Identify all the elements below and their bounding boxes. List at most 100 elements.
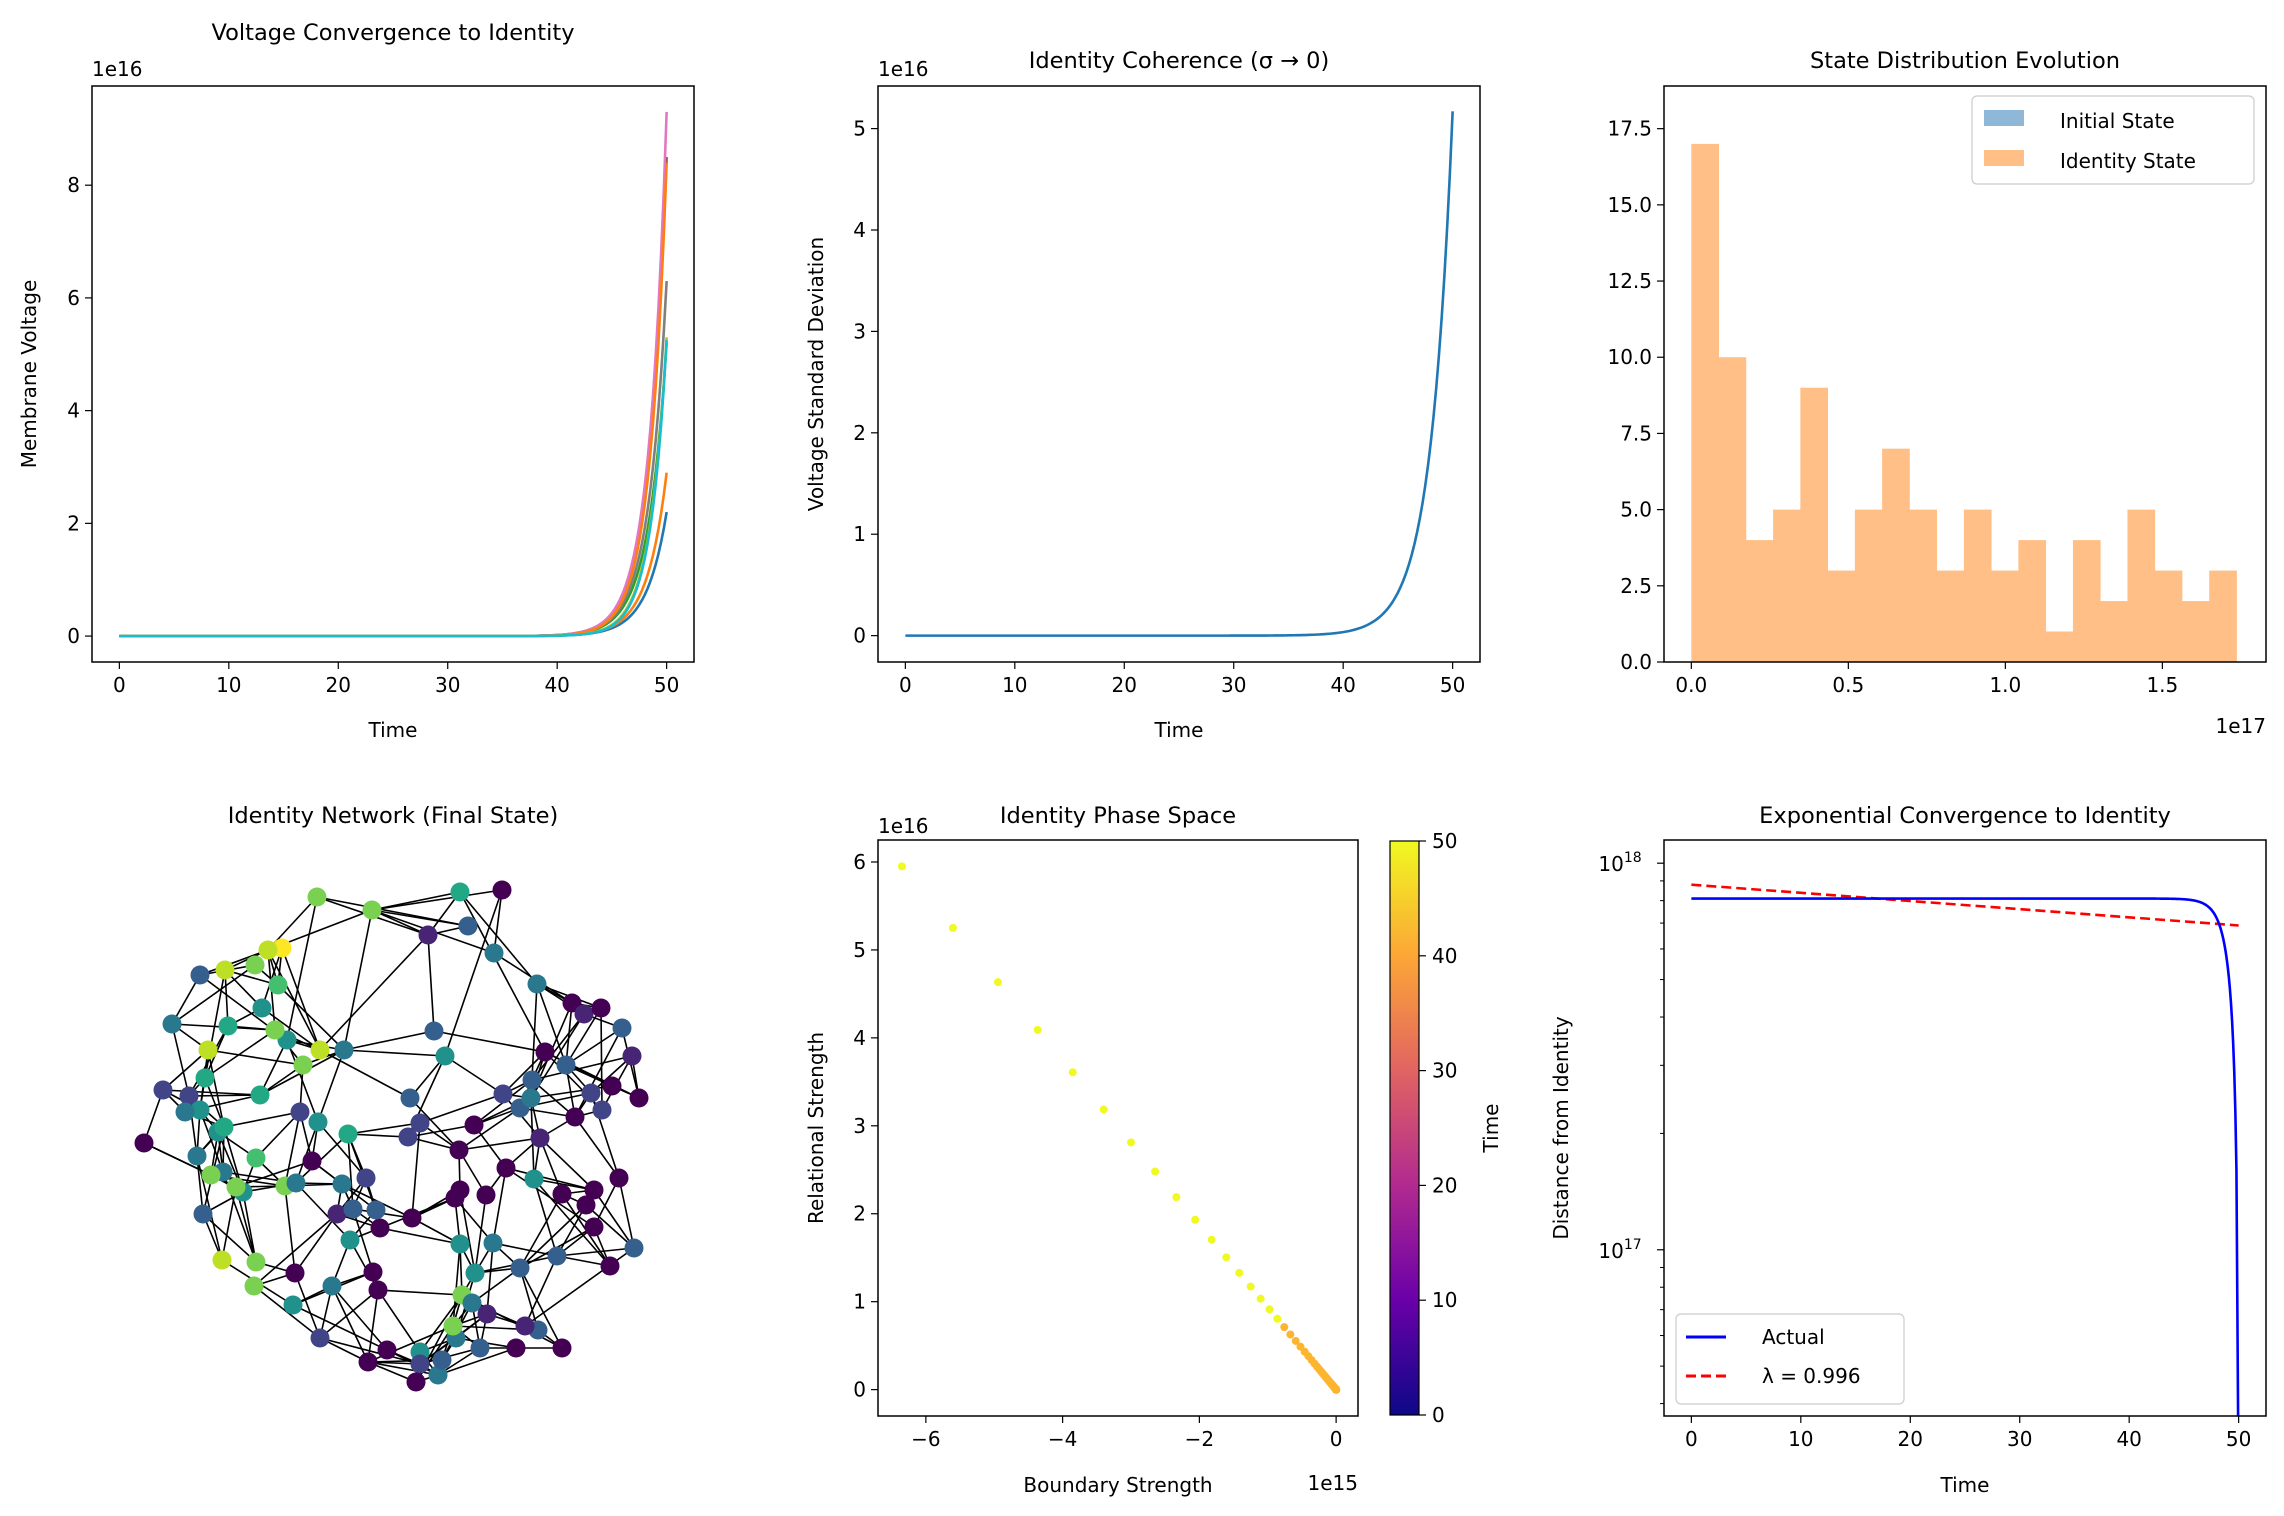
network-node <box>162 1014 182 1034</box>
phase-point <box>1273 1314 1282 1323</box>
distribution-bar <box>1991 570 2019 662</box>
phase-ytick-label: 1 <box>853 1290 866 1314</box>
network-node <box>410 1113 430 1133</box>
exponential-ytick-label: 1017 <box>1598 1237 1641 1263</box>
distribution-legend-box <box>1971 95 2255 185</box>
network-edge <box>502 1051 546 1095</box>
network-edge <box>486 1242 494 1315</box>
network-node <box>370 1218 390 1238</box>
exponential-xtick-label: 40 <box>2116 1427 2141 1451</box>
network-node <box>530 1128 550 1148</box>
exponential-xticks: 0 10 20 30 40 50 <box>1685 1416 2251 1451</box>
coherence-ytick-label: 4 <box>853 218 866 242</box>
distribution-bar <box>1827 570 1856 662</box>
network-edge <box>419 1093 504 1124</box>
legend-fit-label: λ = 0.996 <box>1762 1364 1861 1388</box>
network-node <box>285 1263 305 1283</box>
phase-point <box>1099 1105 1108 1114</box>
voltage-xtick-label: 50 <box>654 673 679 697</box>
network-node <box>435 1046 455 1066</box>
network-node <box>252 998 272 1018</box>
network-edge <box>427 934 435 1032</box>
network-edge <box>471 1267 521 1304</box>
network-edge <box>294 1213 338 1274</box>
network-node <box>484 943 504 963</box>
distribution-xtick-label: 0.5 <box>1832 673 1864 697</box>
voltage-series-line <box>119 340 668 638</box>
exponential-yticks: 1018 1017 <box>1598 850 1664 1405</box>
coherence-panel: Identity Coherence (σ → 0) 1e16 Time Vol… <box>804 48 1481 742</box>
network-node <box>327 1204 347 1224</box>
voltage-series-line <box>119 280 668 638</box>
network-edge <box>347 1133 409 1138</box>
exponential-actual-line <box>1691 897 2240 1417</box>
coherence-yticks: 0 1 2 3 4 5 <box>853 117 878 648</box>
phase-ytick-label: 0 <box>853 1378 866 1402</box>
network-node <box>592 1100 612 1120</box>
network-node <box>398 1127 418 1147</box>
network-node <box>584 1217 604 1237</box>
phase-point <box>1296 1342 1305 1351</box>
network-node <box>496 1158 516 1178</box>
voltage-axes-frame <box>91 85 695 663</box>
network-node <box>522 1070 542 1090</box>
network-node <box>293 1055 313 1075</box>
network-node <box>356 1168 376 1188</box>
distribution-bar <box>1963 509 1992 662</box>
network-edge <box>519 1204 587 1269</box>
network-node <box>450 882 470 902</box>
network-node <box>629 1088 649 1108</box>
distribution-bar <box>1909 509 1938 662</box>
network-node <box>302 1151 322 1171</box>
voltage-series-line <box>119 337 668 638</box>
distribution-bar <box>1691 143 1719 662</box>
network-node <box>198 1040 218 1060</box>
voltage-series-line <box>119 162 668 638</box>
voltage-xtick-label: 40 <box>544 673 569 697</box>
network-node <box>244 1276 264 1296</box>
phase-point <box>1235 1268 1244 1277</box>
distribution-ytick-label: 10.0 <box>1607 345 1652 369</box>
network-node <box>258 940 278 960</box>
voltage-series-line <box>119 342 668 638</box>
network-edge <box>317 1049 345 1123</box>
network-edge <box>565 1007 602 1066</box>
coherence-ytick-label: 1 <box>853 522 866 546</box>
network-edge <box>458 1137 541 1151</box>
coherence-xtick-label: 30 <box>1221 673 1246 697</box>
distribution-xtick-label: 1.0 <box>1989 673 2021 697</box>
distribution-ytick-label: 2.5 <box>1620 574 1652 598</box>
network-node <box>556 1055 576 1075</box>
phase-panel: Identity Phase Space 1e16 1e15 Boundary … <box>804 803 1503 1497</box>
voltage-xticks: 0 10 20 30 40 50 <box>113 662 679 697</box>
network-node <box>464 1115 484 1135</box>
colorbar-tick-label: 30 <box>1432 1059 1457 1083</box>
voltage-series-line <box>119 472 668 638</box>
coherence-ytick-label: 0 <box>853 624 866 648</box>
network-node <box>246 1252 266 1272</box>
network-node <box>363 1262 383 1282</box>
network-edge <box>347 1133 354 1210</box>
network-edge <box>199 949 269 976</box>
network-node <box>377 1340 397 1360</box>
network-node <box>443 1316 463 1336</box>
network-nodes <box>134 880 649 1392</box>
network-node <box>424 1021 444 1041</box>
distribution-bar <box>1854 509 1883 662</box>
distribution-title: State Distribution Evolution <box>1810 48 2120 74</box>
network-node <box>406 1372 426 1392</box>
network-node <box>584 1180 604 1200</box>
network-edge <box>221 1186 237 1261</box>
network-node <box>612 1018 632 1038</box>
phase-point <box>1246 1282 1255 1291</box>
legend-initial-label: Initial State <box>2060 109 2175 133</box>
network-edge <box>199 1109 224 1173</box>
network-node <box>265 1020 285 1040</box>
exponential-axes-frame <box>1663 839 2267 1417</box>
colorbar-tick-label: 20 <box>1432 1173 1457 1197</box>
network-edge <box>281 947 321 1051</box>
network-edge <box>452 1243 461 1327</box>
network-node <box>343 1199 363 1219</box>
network-node <box>310 1328 330 1348</box>
network-node <box>506 1338 526 1358</box>
